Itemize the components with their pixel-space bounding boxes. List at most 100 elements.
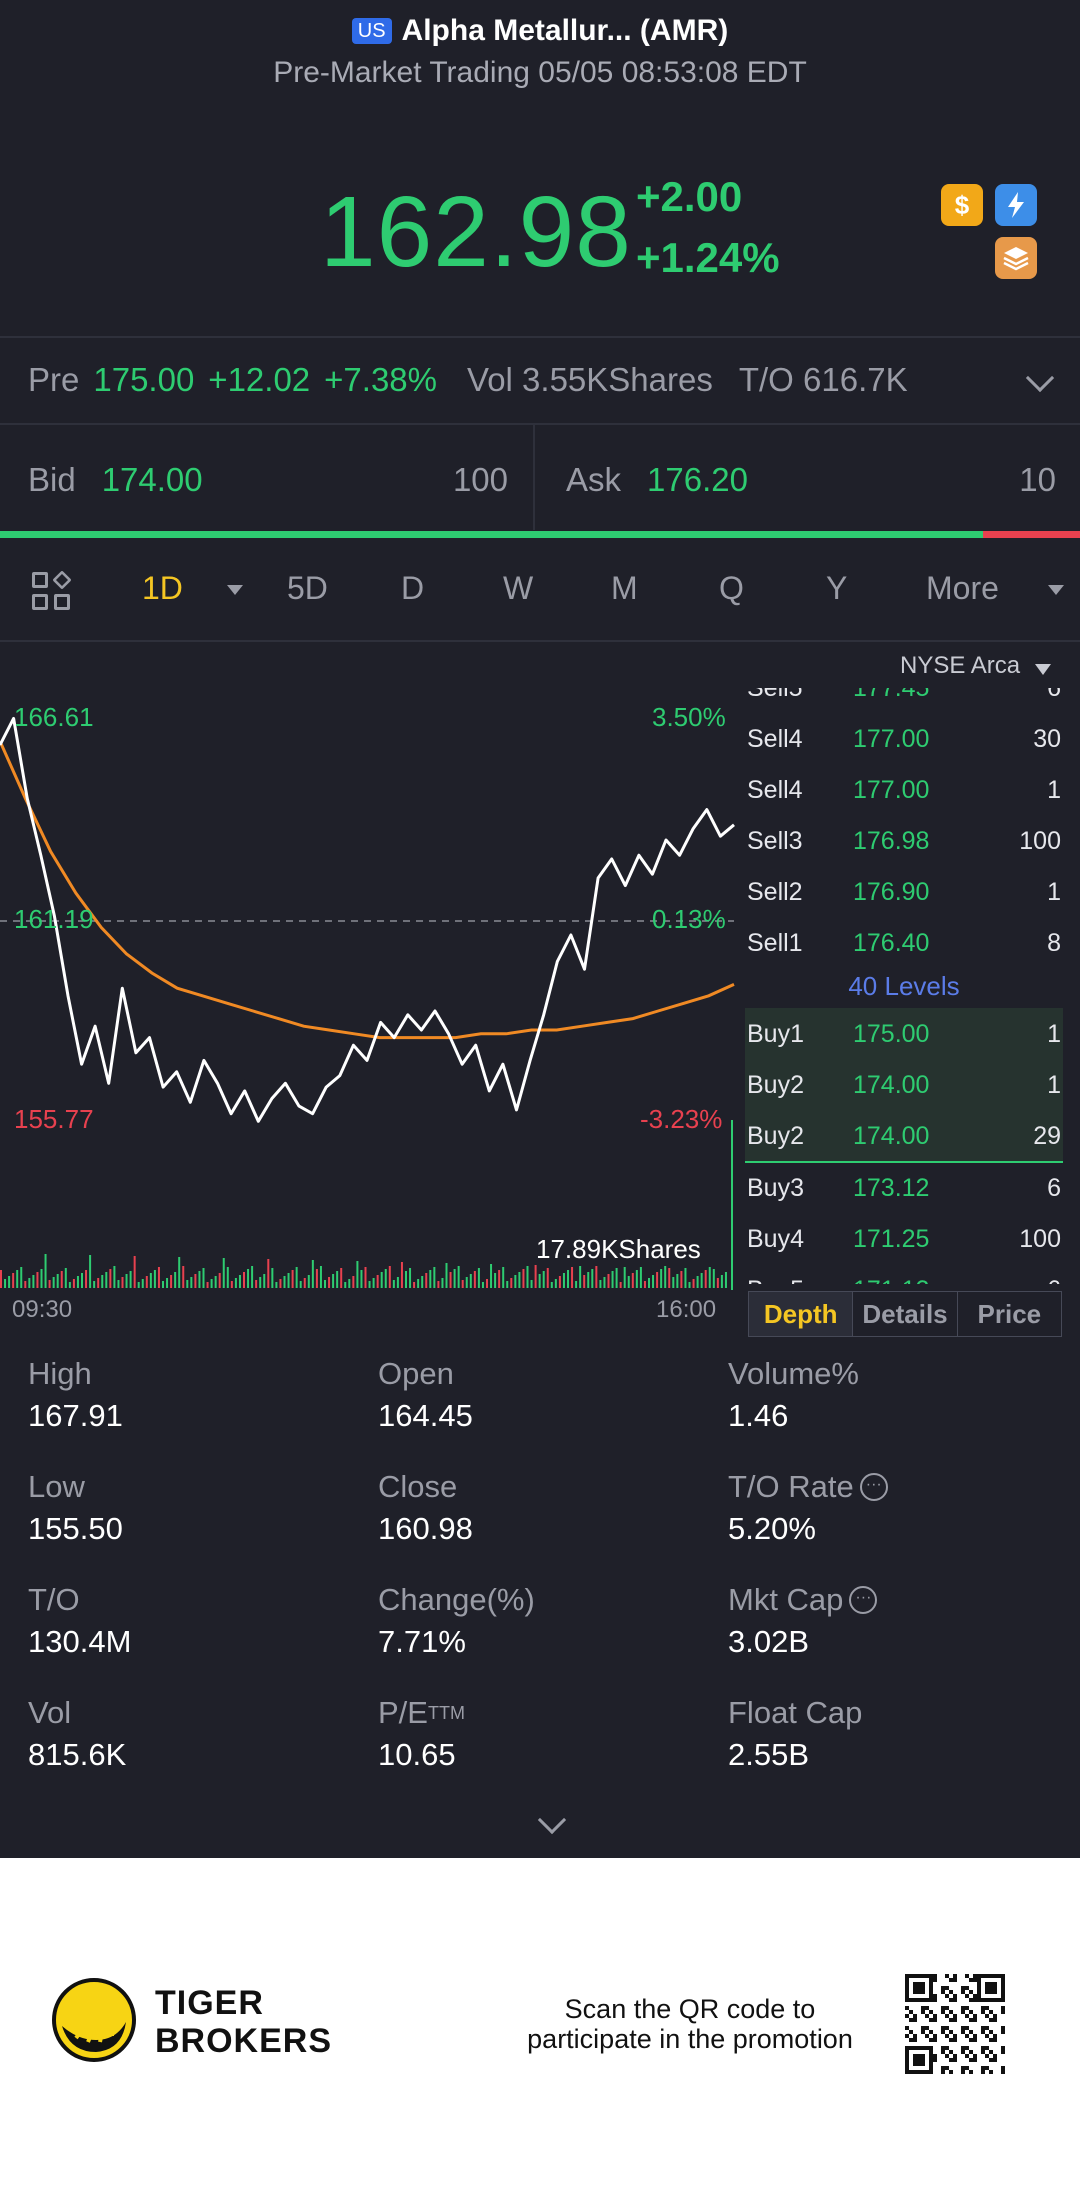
chart-low-pct: -3.23% (640, 1104, 723, 1134)
volume-bar (716, 1278, 719, 1288)
last-price: 162.98 (320, 176, 632, 288)
volume-bar (356, 1261, 359, 1288)
chevron-down-icon[interactable] (537, 1805, 567, 1835)
dollar-icon[interactable]: $ (941, 184, 983, 226)
tab-w[interactable]: W (503, 570, 534, 606)
chevron-down-icon[interactable] (227, 585, 243, 595)
chart-high-label: 166.61 (14, 702, 94, 732)
title-row[interactable]: US Alpha Metallur... (AMR) (0, 14, 1080, 48)
divider (533, 423, 535, 530)
volume-bar (206, 1282, 209, 1288)
volume-bar (639, 1267, 642, 1288)
volume-bar (263, 1274, 266, 1288)
qr-module (965, 2034, 969, 2038)
tab-price[interactable]: Price (957, 1291, 1062, 1337)
qr-module (941, 2010, 945, 2014)
tiger-logo-icon (52, 1978, 136, 2062)
tab-q[interactable]: Q (719, 570, 744, 606)
volume-bar (332, 1274, 335, 1288)
qr-module (1001, 2066, 1005, 2070)
volume-bar (64, 1268, 67, 1288)
volume-bar (599, 1280, 602, 1288)
chevron-down-icon[interactable] (1035, 664, 1051, 675)
depth-row-sell: Sell5 177.45 6 (747, 688, 1061, 702)
more-info-icon[interactable]: ··· (849, 1586, 878, 1614)
volume-bar (384, 1269, 387, 1288)
stock-title: Alpha Metallur... (AMR) (401, 14, 729, 47)
stat-float-cap: Float Cap 2.55B (728, 1695, 863, 1772)
qr-module (965, 1994, 969, 1998)
volume-bar (48, 1280, 51, 1288)
qr-module (961, 2070, 965, 2074)
ask-box[interactable]: Ask 176.20 10 (566, 430, 1056, 530)
pre-market-row[interactable]: Pre 175.00 +12.02 +7.38% Vol 3.55KShares… (0, 340, 1080, 420)
volume-bar (587, 1272, 590, 1288)
bid-box[interactable]: Bid 174.00 100 (28, 430, 508, 530)
intraday-chart[interactable]: 166.61 161.19 155.77 3.50% 0.13% -3.23% … (0, 660, 740, 1323)
qr-module (933, 1998, 937, 2002)
pre-change: +12.02 (208, 361, 311, 398)
qr-module (965, 2046, 969, 2050)
volume-bar (392, 1280, 395, 1288)
volume-bar (676, 1274, 679, 1288)
qr-module (921, 2030, 925, 2034)
qr-module (965, 2014, 969, 2018)
chevron-down-icon[interactable] (1048, 585, 1064, 595)
qr-module (973, 2018, 977, 2022)
volume-bar (8, 1276, 11, 1288)
chevron-down-icon[interactable] (1025, 363, 1055, 393)
qr-module (925, 2034, 929, 2038)
volume-bar (36, 1272, 39, 1288)
tab-depth[interactable]: Depth (748, 1291, 854, 1337)
tab-1d[interactable]: 1D (142, 570, 183, 606)
volume-bar (627, 1276, 630, 1288)
depth-row-sell: Sell2 176.90 1 (747, 878, 1061, 906)
volume-bar (340, 1268, 343, 1288)
tab-5d[interactable]: 5D (287, 570, 328, 606)
qr-module (941, 2030, 945, 2034)
tab-y[interactable]: Y (826, 570, 848, 606)
stack-icon[interactable] (995, 237, 1037, 279)
tab-m[interactable]: M (611, 570, 638, 606)
qr-module (913, 2054, 925, 2066)
stat-close: Close 160.98 (378, 1469, 473, 1546)
flash-icon[interactable] (995, 184, 1037, 226)
volume-bar (109, 1269, 112, 1288)
brand-name: TIGER BROKERS (155, 1984, 333, 2060)
ask-ratio-bar (982, 531, 1080, 538)
qr-module (989, 2070, 993, 2074)
volume-bar (684, 1268, 687, 1288)
qr-module (949, 2038, 953, 2042)
stat-high: High 167.91 (28, 1356, 123, 1433)
depth-book[interactable]: Sell5 177.45 6 Sell4 177.00 30 Sell4 177.00 1 … (745, 688, 1065, 1284)
qr-module (973, 2034, 977, 2038)
qr-module (969, 2030, 973, 2034)
tab-d[interactable]: D (401, 570, 425, 606)
volume-bar (141, 1279, 144, 1288)
volume-bar (405, 1271, 407, 1288)
qr-module (945, 2046, 949, 2050)
layout-grid-icon[interactable] (32, 570, 72, 612)
chart-low-label: 155.77 (14, 1104, 94, 1134)
volume-bar (591, 1269, 594, 1288)
tab-more[interactable]: More (926, 570, 999, 606)
market-badge: US (351, 18, 392, 44)
qr-module (933, 2038, 937, 2042)
volume-bar (692, 1279, 695, 1288)
qr-module (925, 2006, 929, 2010)
exchange-selector[interactable]: NYSE Arca (900, 652, 1021, 679)
volume-bar (299, 1281, 302, 1288)
tab-details[interactable]: Details (853, 1291, 958, 1337)
volume-bar (16, 1270, 19, 1288)
qr-code-icon[interactable] (905, 1974, 1005, 2074)
more-info-icon[interactable]: ··· (859, 1473, 888, 1501)
pre-change-pct: +7.38% (324, 361, 437, 398)
qr-module (925, 2026, 929, 2030)
levels-label[interactable]: 40 Levels (848, 971, 960, 1001)
qr-module (929, 2030, 933, 2034)
qr-module (973, 2014, 977, 2018)
volume-bar (668, 1268, 671, 1288)
qr-module (941, 1990, 945, 1994)
qr-module (953, 1978, 957, 1982)
volume-bar (315, 1269, 318, 1288)
